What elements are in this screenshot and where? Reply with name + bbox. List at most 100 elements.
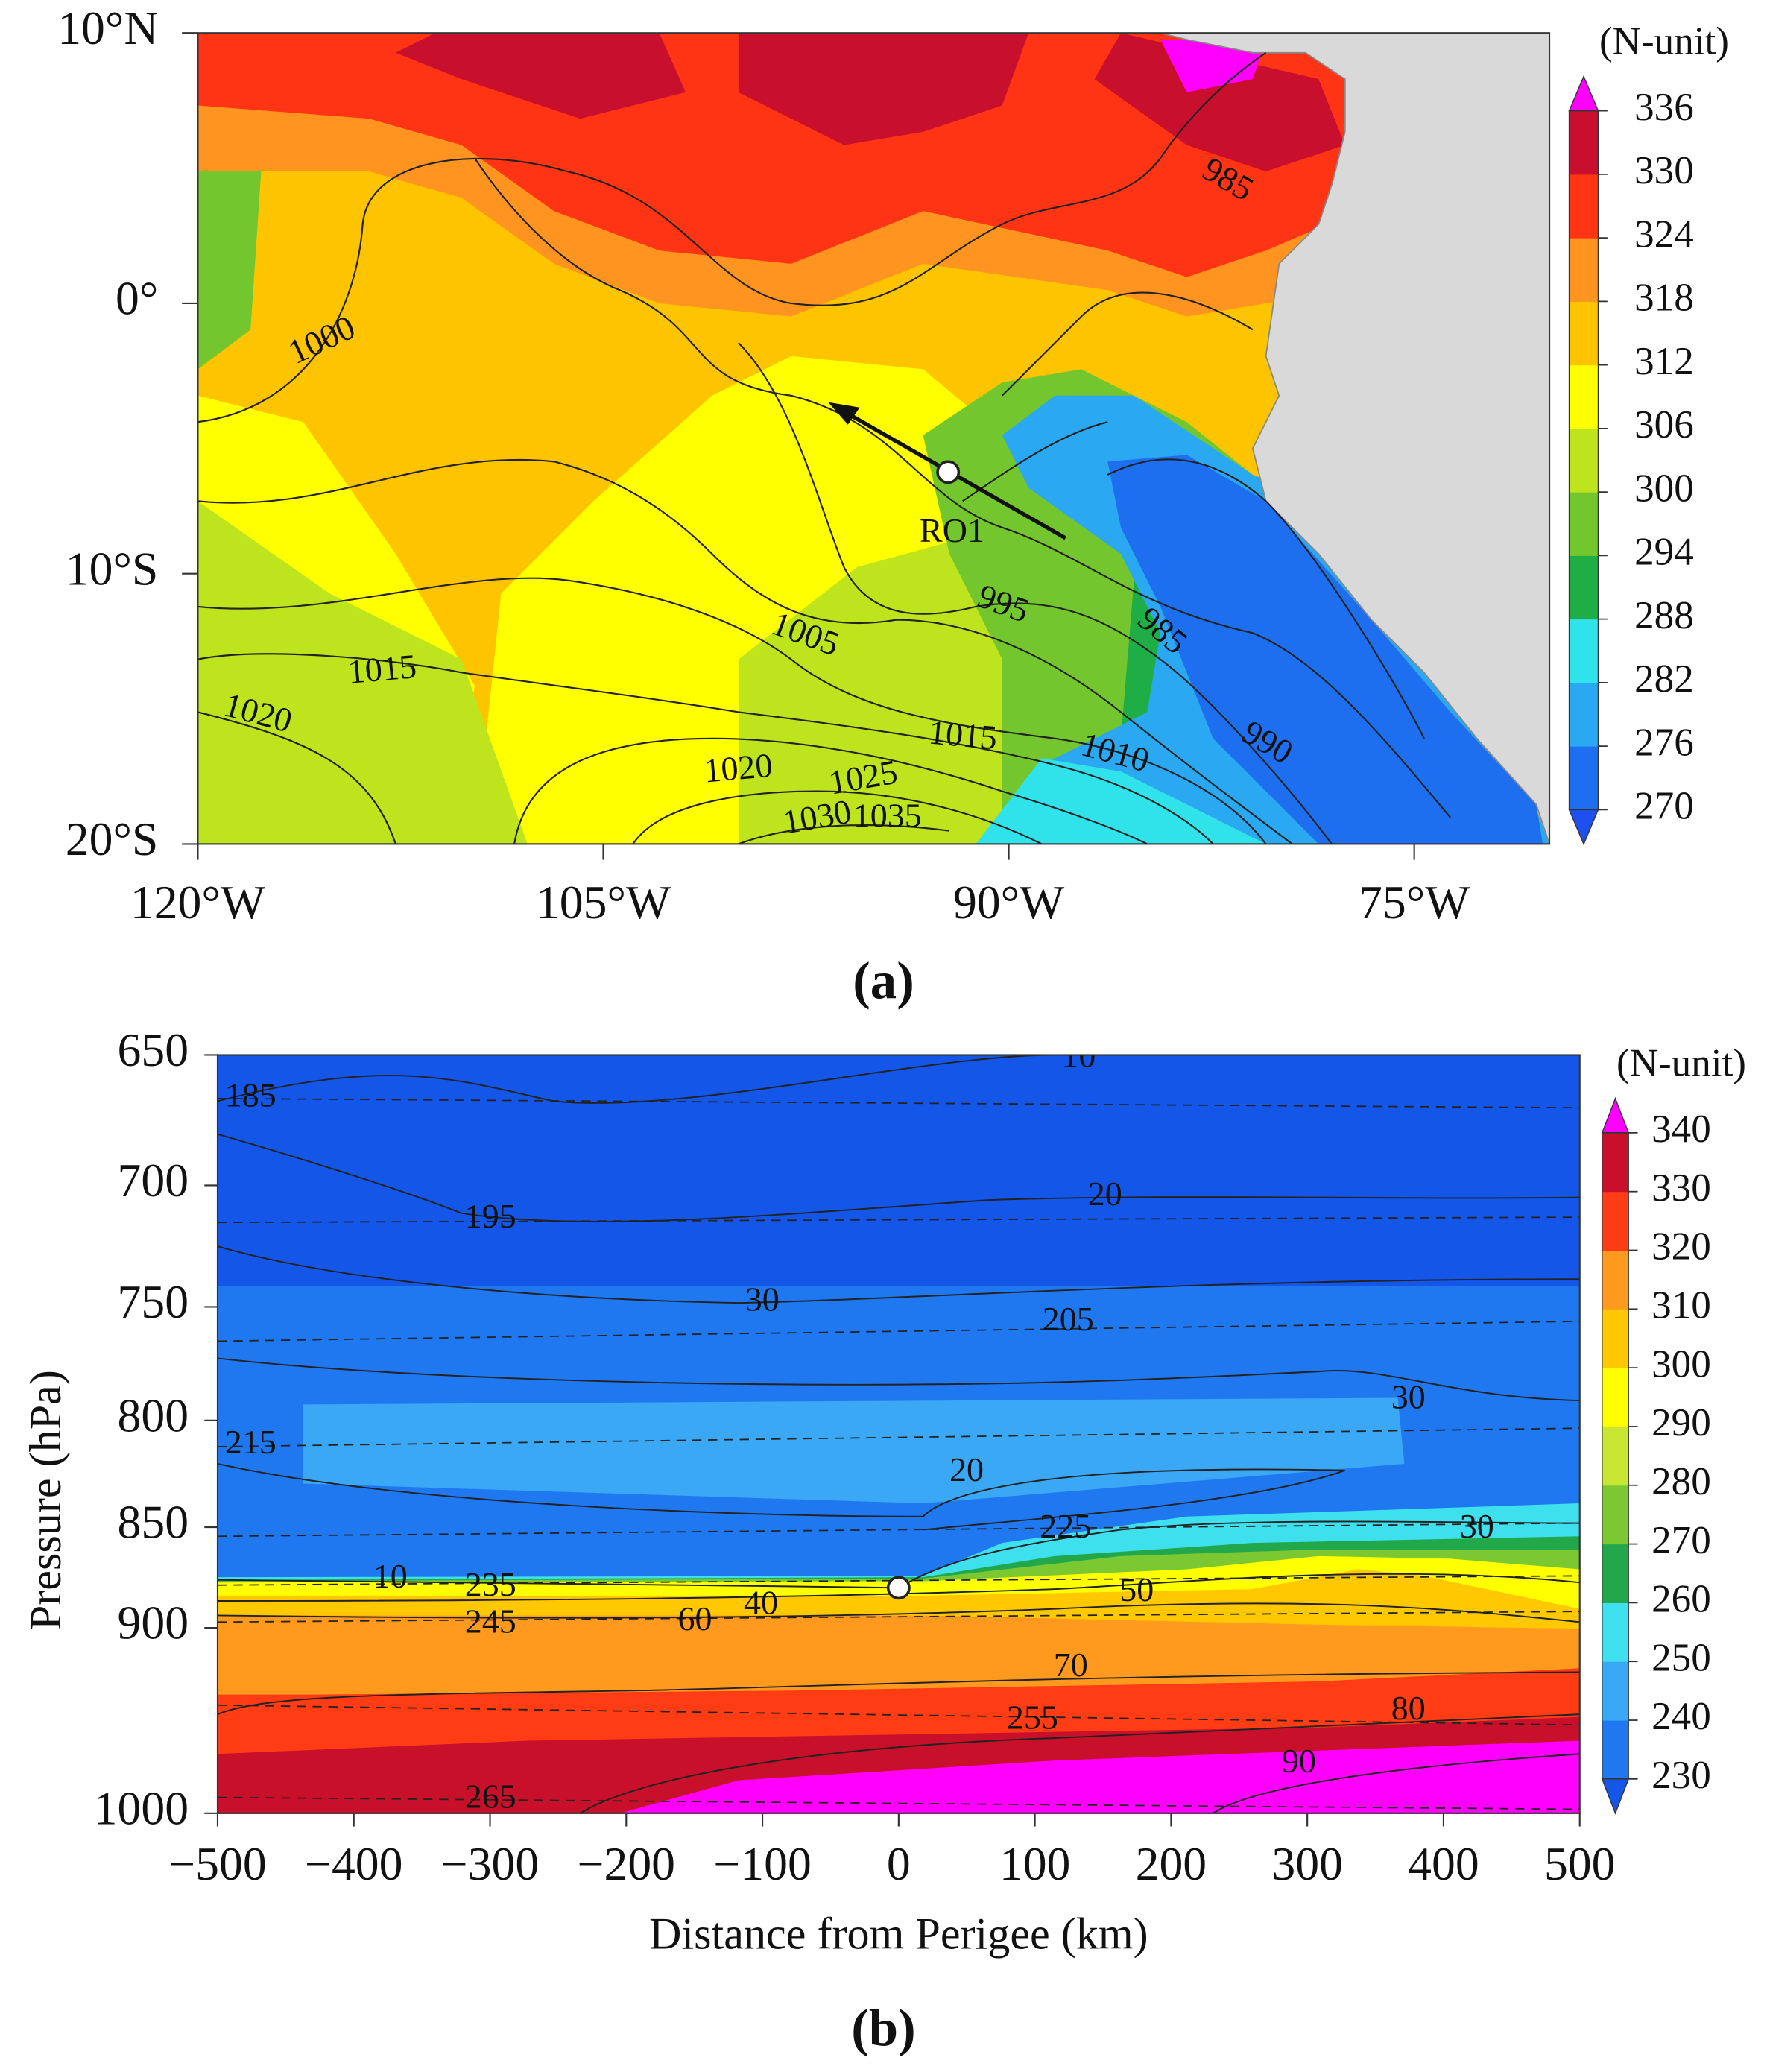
contour-line (197, 458, 1293, 844)
track-arrowhead (828, 402, 860, 425)
colorbar-bin (1569, 555, 1599, 620)
x-tick-label: 105°W (536, 876, 671, 929)
colorbar-label: 318 (1634, 277, 1694, 320)
colorbar-label: 276 (1634, 721, 1694, 764)
colorbar-bin (1602, 1309, 1629, 1368)
filled-contour (395, 33, 686, 119)
x-tick-label: −400 (305, 1837, 402, 1890)
contour-label: 70 (1054, 1646, 1088, 1684)
y-tick-label: 10°S (66, 542, 159, 595)
colorbar-bin (1569, 428, 1599, 493)
colorbar-bin (1602, 1720, 1629, 1780)
colorbar-bin (1602, 1602, 1629, 1662)
colorbar-label: 280 (1651, 1460, 1711, 1503)
contour-label: 30 (1391, 1378, 1426, 1416)
contour-label: 195 (465, 1197, 516, 1235)
colorbar-bin (1602, 1544, 1629, 1603)
colorbar-label: 260 (1651, 1578, 1711, 1621)
contour-line (580, 1713, 1580, 1813)
colorbar-bin (1569, 492, 1599, 556)
x-tick-label: 500 (1544, 1837, 1616, 1890)
dashed-contour (217, 1321, 1580, 1342)
land (1160, 33, 1550, 844)
colorbar-label: 270 (1651, 1519, 1711, 1562)
y-tick-label: 850 (118, 1496, 189, 1549)
colorbar-frame (1602, 1132, 1629, 1780)
x-tick-label: 200 (1136, 1837, 1207, 1890)
y-tick-label: 650 (118, 1023, 189, 1076)
colorbar-label: 306 (1634, 403, 1694, 446)
filled-contour (738, 33, 1029, 145)
contour-line (197, 577, 1267, 844)
panel-label: (b) (851, 2000, 916, 2058)
y-tick-label: 20°S (66, 812, 159, 865)
contour-line (1001, 291, 1254, 397)
filled-contour (619, 1740, 1580, 1813)
x-tick-label: 75°W (1359, 876, 1470, 929)
y-tick-label: 0° (116, 272, 158, 325)
contour-label: 255 (1007, 1699, 1058, 1737)
y-tick-label: 750 (118, 1275, 189, 1328)
filled-contour (1160, 40, 1266, 92)
colorbar-bin (1602, 1368, 1629, 1427)
contour-line (217, 1573, 1580, 1602)
plot-frame (197, 32, 1551, 845)
colorbar-label: 320 (1651, 1225, 1711, 1269)
filled-contour (197, 131, 264, 370)
dashed-contour (217, 1216, 1580, 1224)
contour-label: 245 (465, 1602, 516, 1640)
x-axis-title: Distance from Perigee (km) (649, 1910, 1148, 1959)
colorbar-under (1568, 809, 1599, 846)
contour-label: 225 (1040, 1507, 1091, 1545)
contour-line (217, 1602, 1580, 1623)
panel-label: (a) (853, 953, 914, 1011)
colorbar-bin (1569, 746, 1599, 810)
colorbar-label: 300 (1634, 467, 1694, 510)
colorbar-label: 312 (1634, 340, 1694, 383)
colorbar-label: 270 (1634, 785, 1694, 828)
contour-label: 1020 (702, 746, 774, 790)
contour-line (1107, 458, 1425, 739)
colorbar-bin (1602, 1132, 1629, 1193)
contour-line (217, 1671, 1580, 1716)
colorbar-over (1601, 1096, 1630, 1134)
contour-line (738, 342, 1333, 844)
colorbar-label: 324 (1634, 212, 1694, 256)
y-tick-label: 700 (118, 1154, 189, 1207)
contour-line (962, 421, 1108, 502)
filled-contour (197, 501, 528, 844)
contour-label: 10 (373, 1557, 408, 1595)
x-tick-label: 0 (887, 1837, 911, 1890)
colorbar-label: 294 (1634, 531, 1694, 574)
contour-label: 205 (1043, 1300, 1094, 1338)
y-tick-label: 1000 (94, 1781, 189, 1834)
perigee-marker (886, 1576, 911, 1600)
contour-label: 20 (1088, 1175, 1122, 1213)
y-tick-label: 10°N (57, 1, 158, 54)
dashed-contour (217, 1097, 1580, 1109)
colorbar-bin (1602, 1426, 1629, 1486)
colorbar-label: 290 (1651, 1401, 1711, 1444)
colorbar-label: 340 (1651, 1108, 1711, 1151)
filled-contour (1107, 455, 1543, 844)
colorbar-bin (1569, 238, 1599, 302)
contour-label: 10 (1061, 1036, 1096, 1074)
contour-label: 185 (225, 1076, 276, 1114)
contour-label: 50 (1119, 1570, 1154, 1608)
colorbar-label: 230 (1651, 1754, 1711, 1797)
contour-label: 215 (225, 1423, 276, 1461)
contour-label: 60 (677, 1599, 712, 1637)
contour-line (1213, 1753, 1580, 1813)
dashed-contour (217, 1522, 1580, 1538)
contour-label: 1015 (347, 647, 418, 691)
colorbar-label: 282 (1634, 657, 1694, 701)
colorbar-label: 336 (1634, 86, 1694, 129)
contour-line (899, 1520, 1580, 1589)
colorbar-bin (1602, 1250, 1629, 1310)
filled-contour (303, 1397, 1405, 1504)
colorbar-bin (1602, 1485, 1629, 1545)
y-tick-label: 900 (118, 1596, 189, 1649)
x-tick-label: 300 (1271, 1837, 1343, 1890)
